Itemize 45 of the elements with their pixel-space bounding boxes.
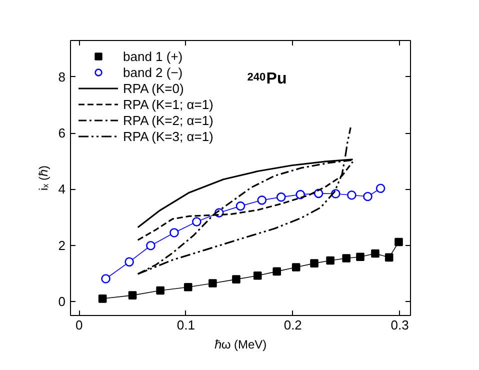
point <box>371 249 380 258</box>
y-tick-label: 6 <box>58 126 66 141</box>
point <box>253 272 262 280</box>
legend-label: band 1 (+) <box>123 48 183 64</box>
point <box>170 228 179 238</box>
point <box>208 279 217 288</box>
point <box>236 201 246 211</box>
point <box>326 256 334 265</box>
point <box>272 267 281 276</box>
point <box>394 238 403 246</box>
point <box>192 217 202 226</box>
point <box>146 240 156 250</box>
x-tick-label: 0.1 <box>176 318 196 332</box>
x-tick-label: 0.2 <box>284 318 302 332</box>
point <box>310 259 318 268</box>
legend-label: RPA (K=3; α=1) <box>123 128 214 144</box>
y-axis-title: iₓ (ℏ) <box>36 166 50 190</box>
point <box>156 286 164 295</box>
point <box>384 253 394 262</box>
point <box>232 275 240 284</box>
point <box>376 184 386 194</box>
point <box>128 291 137 300</box>
x-tick-label: 0 <box>75 318 83 332</box>
point <box>356 252 364 261</box>
y-tick-label: 2 <box>58 238 66 253</box>
legend-label: band 2 (−) <box>123 64 183 80</box>
point <box>257 196 267 205</box>
legend-label: RPA (K=0) <box>123 80 184 96</box>
point <box>276 192 286 202</box>
point <box>342 254 350 262</box>
point <box>124 257 134 267</box>
point <box>101 274 110 284</box>
point <box>296 190 306 200</box>
point <box>292 263 300 272</box>
legend-label: RPA (K=1; α=1) <box>123 96 214 112</box>
y-tick-label: 8 <box>58 69 66 84</box>
y-tick-label: 4 <box>58 182 66 197</box>
point <box>347 190 356 200</box>
y-tick-label: 0 <box>58 294 66 309</box>
point <box>184 283 192 292</box>
x-tick-label: 0.3 <box>390 318 409 332</box>
x-axis-title: ℏω (MeV) <box>214 338 267 352</box>
point <box>363 192 372 202</box>
legend-label: RPA (K=2; α=1) <box>123 112 214 128</box>
point <box>98 294 107 303</box>
